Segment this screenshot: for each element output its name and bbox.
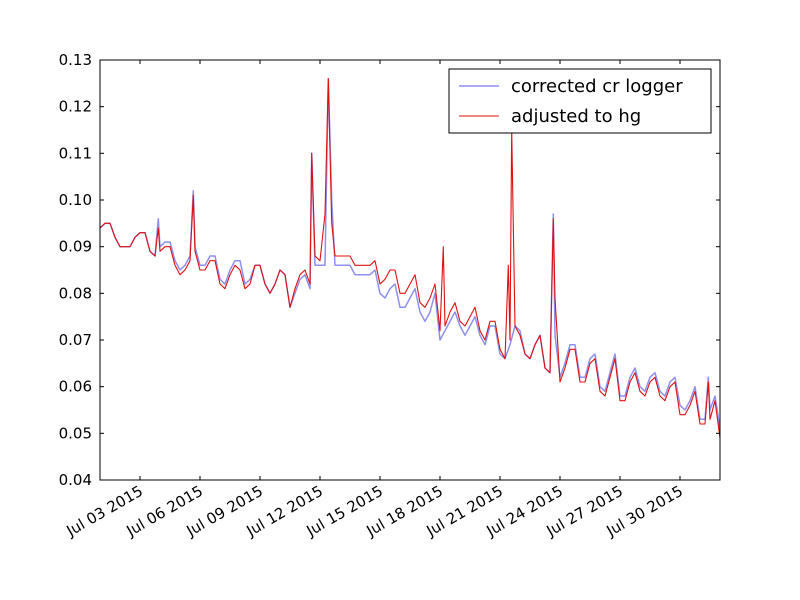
y-tick-label: 0.09 xyxy=(59,238,92,256)
legend: corrected cr logger adjusted to hg xyxy=(448,68,712,134)
series-line-1 xyxy=(100,77,720,429)
y-tick-label: 0.11 xyxy=(59,144,92,162)
y-tick-label: 0.08 xyxy=(59,284,92,302)
y-tick-label: 0.10 xyxy=(59,191,92,209)
y-tick-label: 0.12 xyxy=(59,98,92,116)
y-tick-label: 0.04 xyxy=(59,471,92,489)
y-tick-label: 0.07 xyxy=(59,331,92,349)
y-tick-label: 0.13 xyxy=(59,51,92,69)
legend-label-2: adjusted to hg xyxy=(511,106,641,127)
axes-frame xyxy=(99,59,721,481)
legend-box xyxy=(448,68,712,134)
y-tick-label: 0.06 xyxy=(59,378,92,396)
series-line-2 xyxy=(100,78,720,439)
y-tick-label: 0.05 xyxy=(59,424,92,442)
plot-area xyxy=(100,77,720,439)
legend-label-1: corrected cr logger xyxy=(511,76,683,97)
